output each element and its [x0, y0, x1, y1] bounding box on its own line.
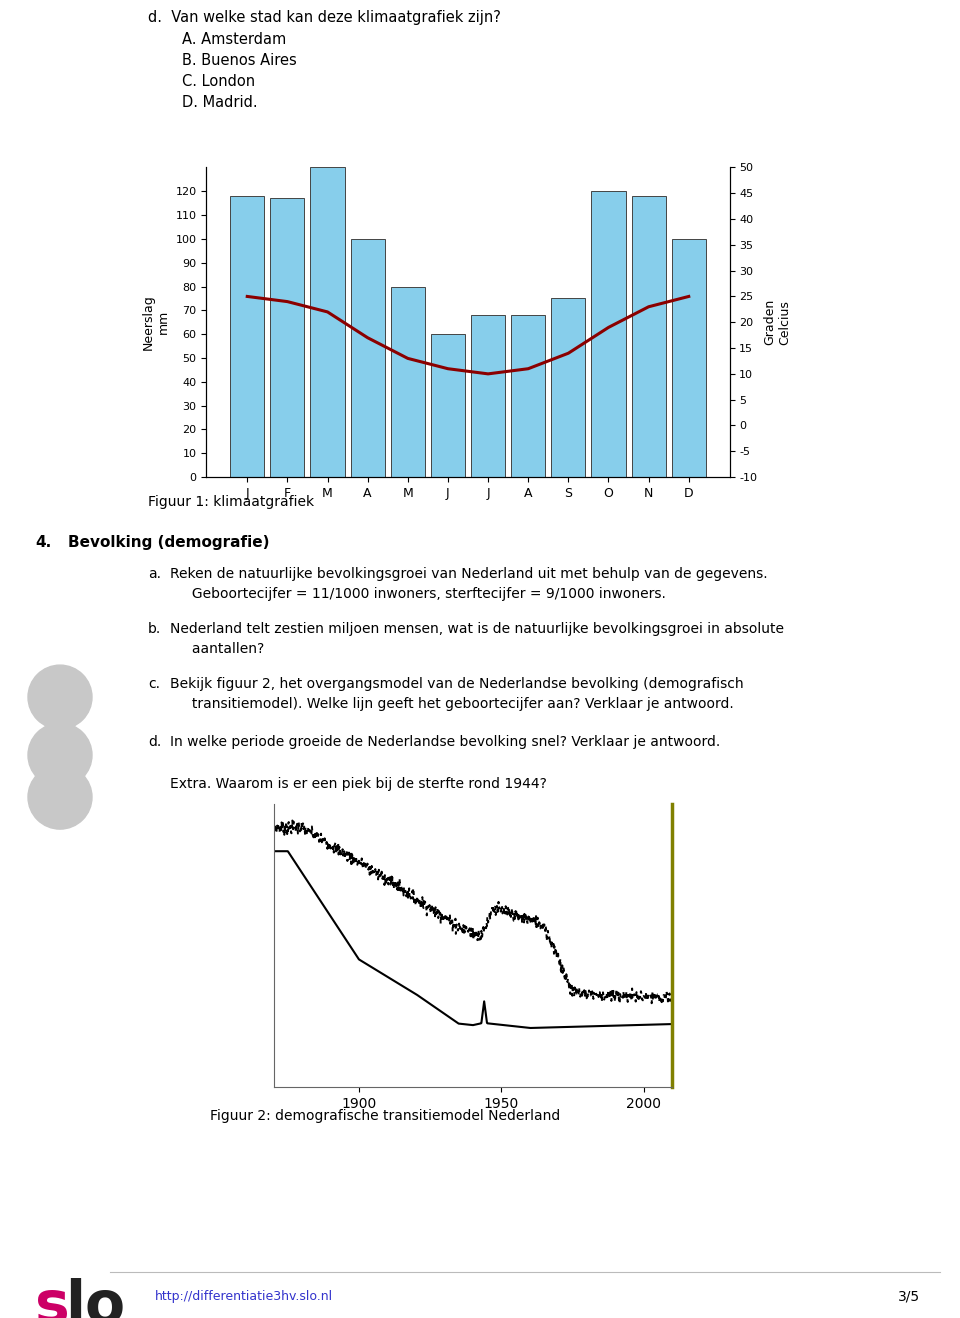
Bar — [431, 335, 465, 477]
Text: 4.: 4. — [35, 535, 51, 550]
Text: A. Amsterdam: A. Amsterdam — [182, 32, 286, 47]
Text: B. Buenos Aires: B. Buenos Aires — [182, 53, 297, 69]
Text: a.: a. — [148, 567, 161, 581]
Bar — [271, 198, 304, 477]
Text: d.: d. — [148, 735, 161, 749]
Text: Bevolking (demografie): Bevolking (demografie) — [68, 535, 270, 550]
Bar — [672, 239, 706, 477]
Text: s: s — [35, 1278, 70, 1318]
Text: d.  Van welke stad kan deze klimaatgrafiek zijn?: d. Van welke stad kan deze klimaatgrafie… — [148, 11, 501, 25]
Text: 3/5: 3/5 — [898, 1290, 920, 1304]
Bar — [310, 167, 345, 477]
Text: Nederland telt zestien miljoen mensen, wat is de natuurlijke bevolkingsgroei in : Nederland telt zestien miljoen mensen, w… — [170, 622, 784, 656]
Circle shape — [28, 766, 92, 829]
Circle shape — [28, 666, 92, 729]
Text: Figuur 1: klimaatgrafiek: Figuur 1: klimaatgrafiek — [148, 496, 314, 509]
Bar — [350, 239, 385, 477]
Bar — [391, 286, 425, 477]
Y-axis label: Graden
Celcius: Graden Celcius — [763, 299, 791, 345]
Y-axis label: Neerslag
mm: Neerslag mm — [142, 294, 170, 351]
Bar — [230, 196, 264, 477]
Text: Figuur 2: demografische transitiemodel Nederland: Figuur 2: demografische transitiemodel N… — [210, 1110, 561, 1123]
Text: lo: lo — [65, 1278, 125, 1318]
Bar — [511, 315, 545, 477]
Text: In welke periode groeide de Nederlandse bevolking snel? Verklaar je antwoord.: In welke periode groeide de Nederlandse … — [170, 735, 720, 749]
Text: c.: c. — [148, 677, 160, 691]
Text: http://differentiatie3hv.slo.nl: http://differentiatie3hv.slo.nl — [155, 1290, 333, 1304]
Bar — [591, 191, 626, 477]
Text: Bekijk figuur 2, het overgangsmodel van de Nederlandse bevolking (demografisch
 : Bekijk figuur 2, het overgangsmodel van … — [170, 677, 744, 712]
Text: Extra. Waarom is er een piek bij de sterfte rond 1944?: Extra. Waarom is er een piek bij de ster… — [170, 778, 547, 791]
Bar — [632, 196, 665, 477]
Text: Reken de natuurlijke bevolkingsgroei van Nederland uit met behulp van de gegeven: Reken de natuurlijke bevolkingsgroei van… — [170, 567, 768, 601]
Text: b.: b. — [148, 622, 161, 637]
Bar — [551, 298, 586, 477]
Bar — [471, 315, 505, 477]
Text: D. Madrid.: D. Madrid. — [182, 95, 257, 109]
Text: C. London: C. London — [182, 74, 255, 90]
Circle shape — [28, 724, 92, 787]
